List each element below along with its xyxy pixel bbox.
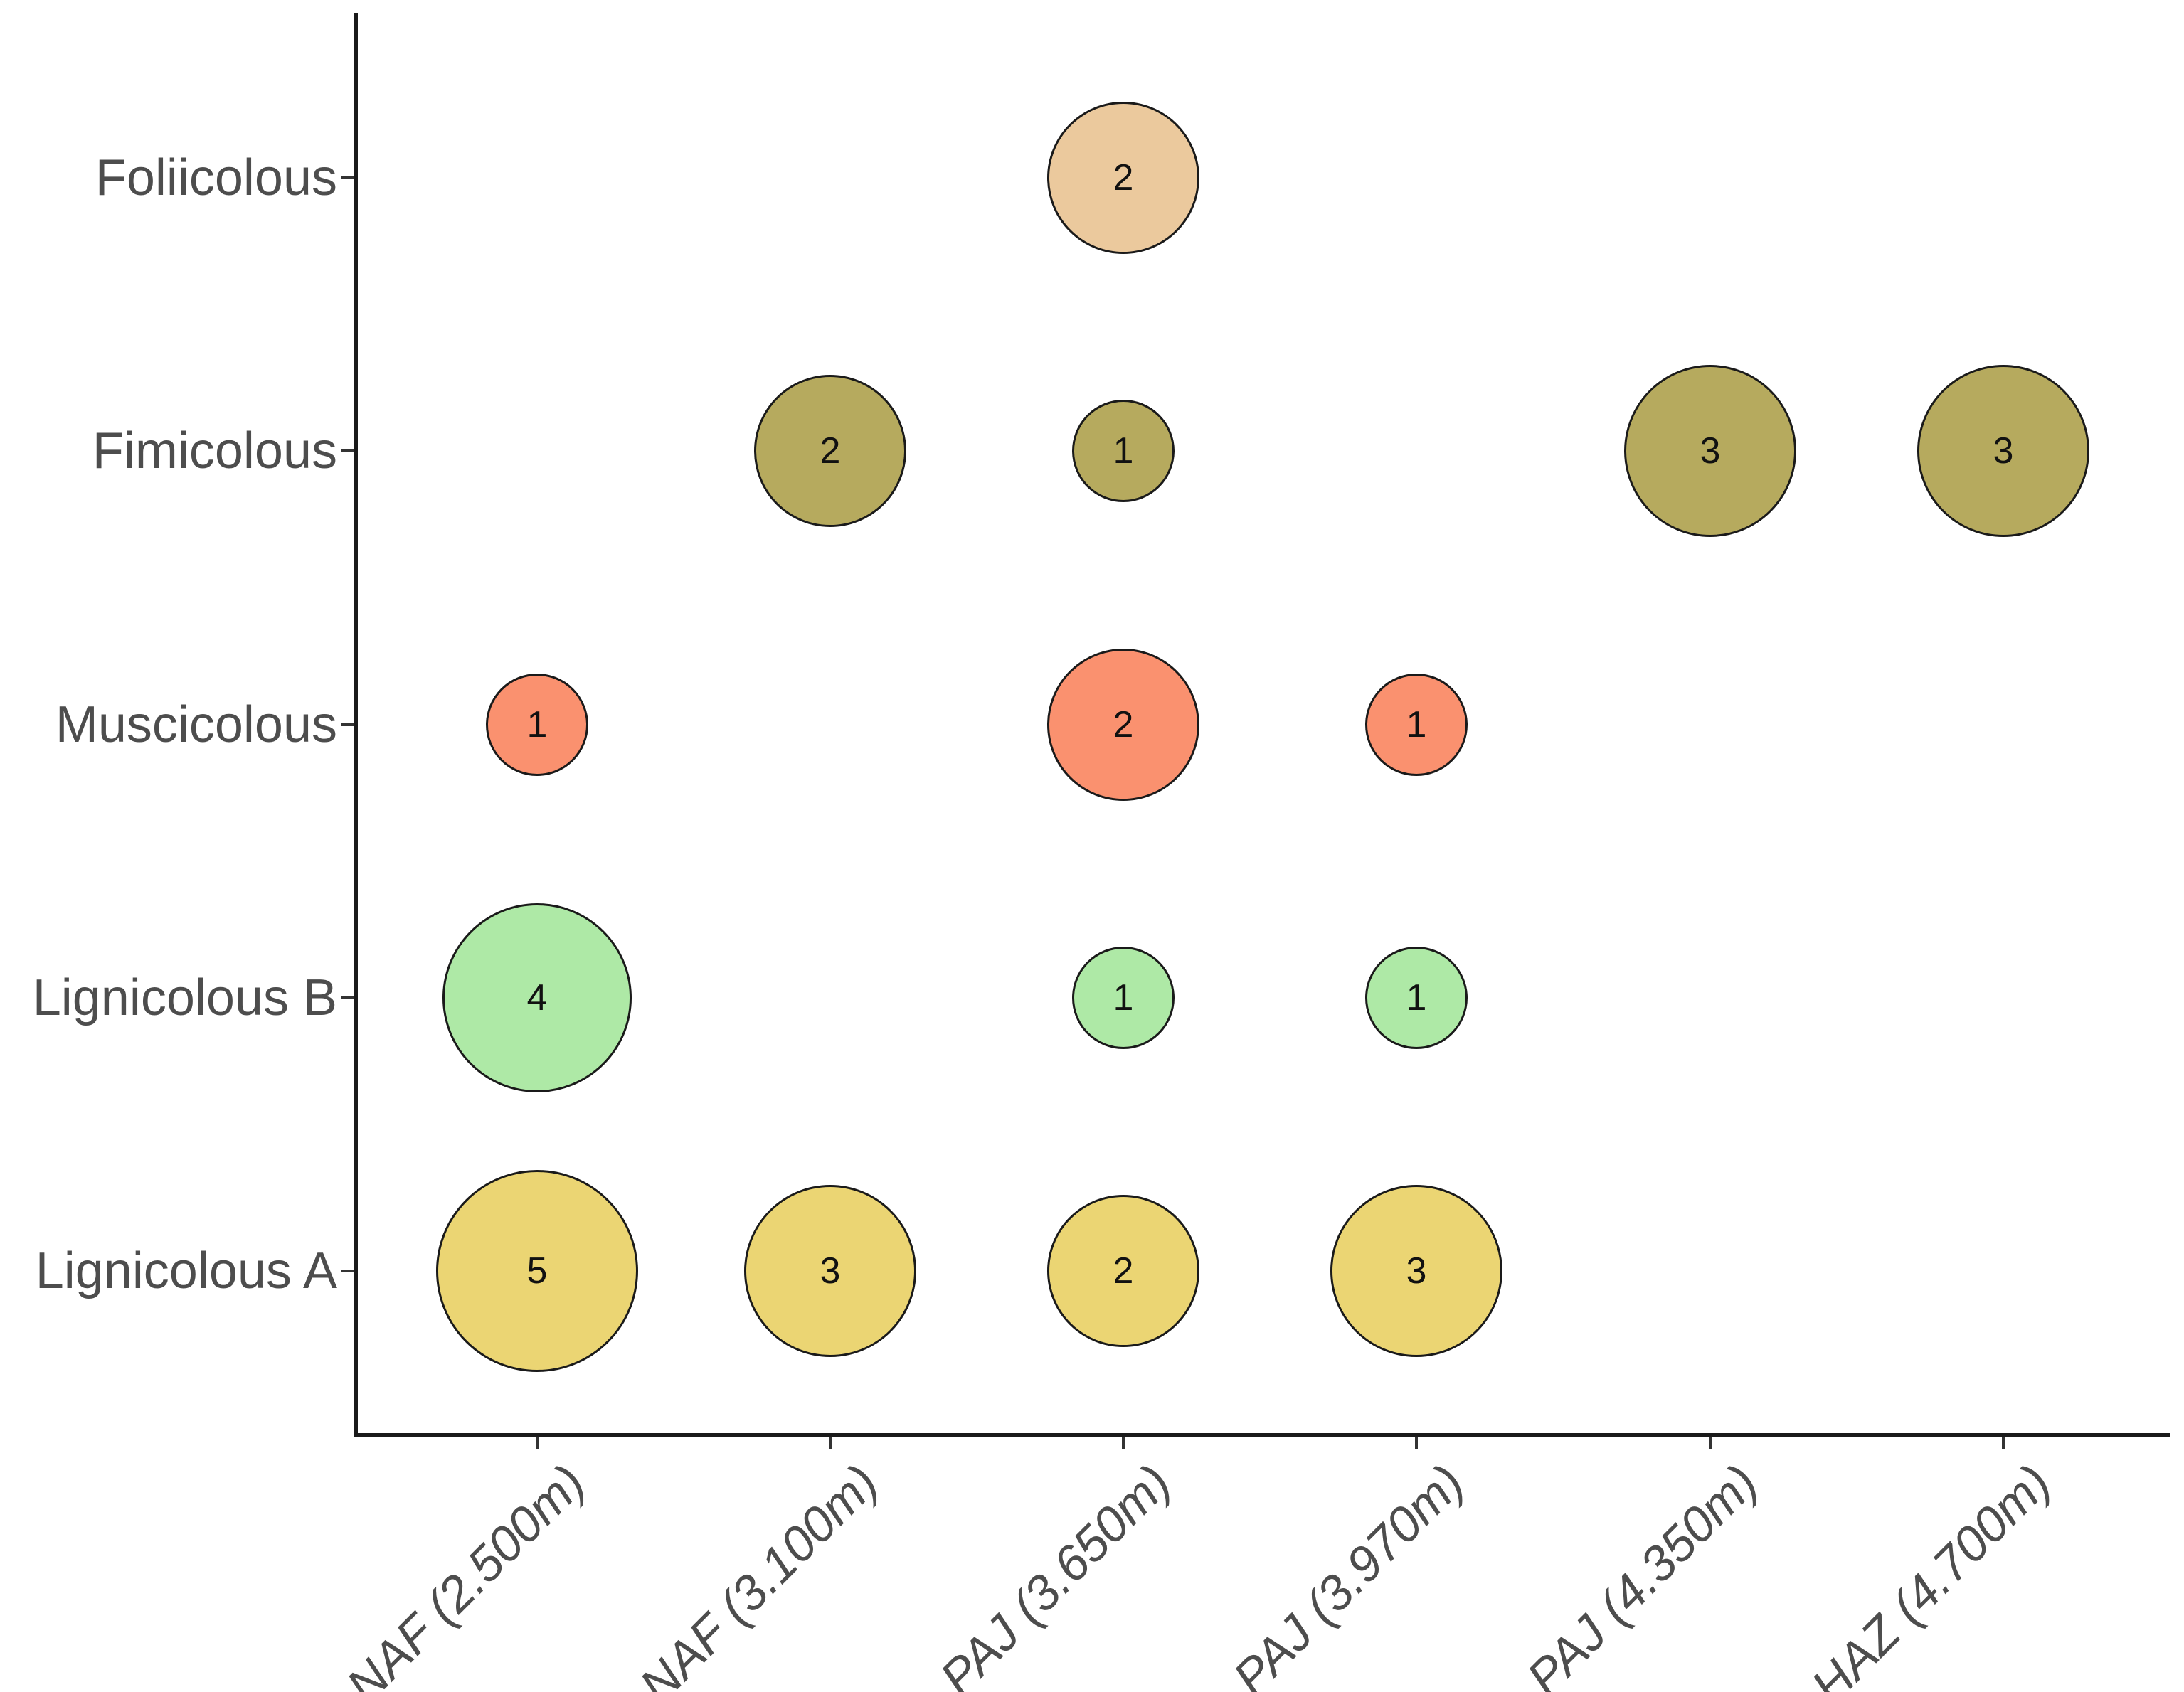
bubble-value-label: 2 [820, 430, 841, 472]
bubble-lignicolous-a-paj3970: 3 [1330, 1185, 1502, 1357]
y-tick-lignicolous-b [341, 996, 354, 999]
bubble-value-label: 3 [1406, 1250, 1427, 1292]
bubble-value-label: 5 [526, 1250, 548, 1292]
x-axis-label-naf-3100: NAF (3.100m) [628, 1454, 889, 1692]
bubble-foliicolous-paj3650: 2 [1047, 102, 1199, 254]
bubble-fimicolous-haz4700: 3 [1917, 365, 2089, 537]
bubble-value-label: 1 [1113, 977, 1134, 1018]
y-axis-label-fimicolous: Fimicolous [92, 422, 337, 479]
y-axis-label-lignicolous-b: Lignicolous B [32, 969, 337, 1026]
bubble-lignicolous-b-paj3970: 1 [1365, 947, 1468, 1049]
bubble-muscicolous-paj3650: 2 [1047, 649, 1199, 801]
bubble-value-label: 2 [1113, 157, 1134, 198]
bubble-muscicolous-naf2500: 1 [486, 674, 588, 776]
bubble-value-label: 1 [1113, 430, 1134, 472]
x-axis-label-haz-4700: HAZ (4.700m) [1801, 1454, 2062, 1692]
bubble-fimicolous-paj4350: 3 [1624, 365, 1796, 537]
bubble-fimicolous-naf3100: 2 [754, 375, 906, 527]
y-tick-fimicolous [341, 449, 354, 452]
y-tick-lignicolous-a [341, 1270, 354, 1272]
bubble-value-label: 1 [1406, 977, 1427, 1018]
y-axis-label-muscicolous: Muscicolous [55, 696, 337, 753]
bubble-fimicolous-paj3650: 1 [1072, 400, 1175, 502]
bubble-lignicolous-b-naf2500: 4 [442, 903, 632, 1092]
y-tick-foliicolous [341, 176, 354, 179]
y-axis-label-lignicolous-a: Lignicolous A [35, 1243, 337, 1299]
x-tick-naf-2500 [536, 1437, 539, 1449]
y-axis-label-foliicolous: Foliicolous [95, 149, 337, 206]
bubble-value-label: 3 [820, 1250, 841, 1292]
x-tick-haz-4700 [2002, 1437, 2005, 1449]
bubble-lignicolous-a-paj3650: 2 [1047, 1195, 1199, 1347]
x-axis-label-paj-3650: PAJ (3.650m) [929, 1454, 1182, 1692]
x-axis-label-naf-2500: NAF (2.500m) [335, 1454, 595, 1692]
bubble-value-label: 2 [1113, 704, 1134, 745]
bubble-value-label: 3 [1993, 430, 2014, 472]
bubble-lignicolous-a-naf2500: 5 [436, 1170, 638, 1372]
bubble-value-label: 1 [1406, 704, 1427, 745]
x-tick-paj-4350 [1709, 1437, 1712, 1449]
bubble-lignicolous-b-paj3650: 1 [1072, 947, 1175, 1049]
y-axis-line [354, 13, 358, 1437]
x-axis-label-paj-3970: PAJ (3.970m) [1222, 1454, 1475, 1692]
x-tick-paj-3970 [1415, 1437, 1418, 1449]
x-tick-naf-3100 [829, 1437, 832, 1449]
x-axis-line [354, 1433, 2170, 1437]
x-tick-paj-3650 [1122, 1437, 1125, 1449]
bubble-value-label: 4 [526, 977, 548, 1018]
bubble-value-label: 1 [526, 704, 548, 745]
bubble-muscicolous-paj3970: 1 [1365, 674, 1468, 776]
bubble-value-label: 2 [1113, 1250, 1134, 1292]
bubble-lignicolous-a-naf3100: 3 [744, 1185, 916, 1357]
bubble-value-label: 3 [1700, 430, 1721, 472]
x-axis-label-paj-4350: PAJ (4.350m) [1516, 1454, 1769, 1692]
y-tick-muscicolous [341, 723, 354, 726]
